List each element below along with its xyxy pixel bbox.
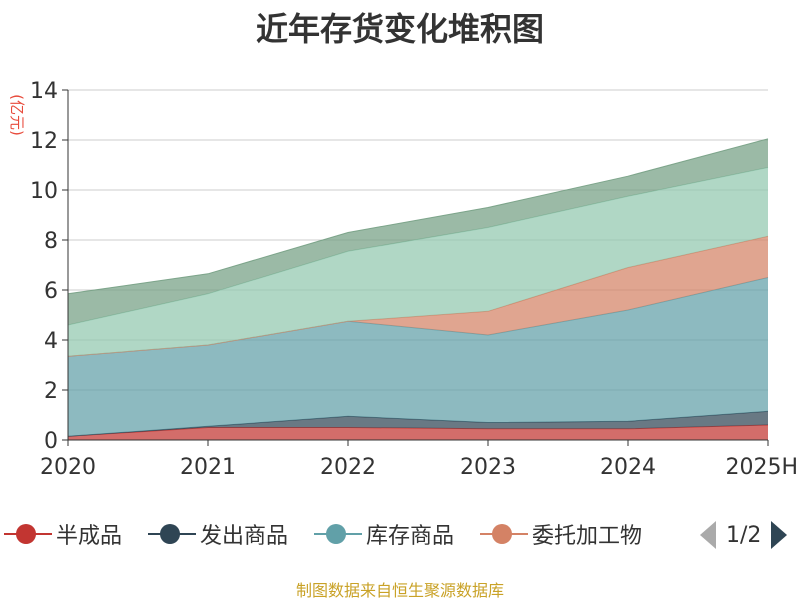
series-line-6 — [67, 138, 769, 295]
y-tick-label: 4 — [44, 329, 58, 354]
series-area-2 — [68, 411, 768, 437]
legend: 半成品 发出商品 库存商品 委托加工物 — [0, 512, 664, 556]
x-tick-label: 2023 — [460, 455, 516, 480]
legend-next-page-icon[interactable] — [771, 521, 788, 549]
y-tick-label: 12 — [30, 129, 58, 154]
legend-item[interactable]: 半成品 — [0, 518, 122, 550]
area-layer — [67, 138, 769, 440]
x-tick-label: 2022 — [320, 455, 376, 480]
y-axis-unit-label: (亿元) — [8, 94, 26, 136]
legend-marker-icon — [0, 522, 56, 546]
y-tick-label: 8 — [44, 229, 58, 254]
legend-marker-icon — [476, 522, 532, 546]
legend-item[interactable]: 库存商品 — [310, 518, 454, 550]
legend-marker-icon — [144, 522, 200, 546]
x-tick-label: 2025H — [725, 455, 798, 480]
legend-page-indicator: 1/2 — [726, 522, 762, 548]
series-area-3 — [68, 277, 768, 437]
legend-label: 发出商品 — [200, 524, 289, 549]
data-source-note: 制图数据来自恒生聚源数据库 — [295, 581, 504, 600]
legend-marker-icon — [310, 522, 366, 546]
axis-layer: 0 2 4 6 8 10 12 14 2020 2021 2022 2023 2024 2025H — [30, 79, 798, 480]
y-tick-label: 6 — [44, 279, 58, 304]
x-tick-label: 2020 — [40, 455, 96, 480]
series-area-6 — [68, 138, 768, 325]
y-tick-label: 10 — [30, 179, 58, 204]
legend-label: 半成品 — [56, 524, 123, 549]
x-tick-label: 2021 — [180, 455, 236, 480]
legend-label: 库存商品 — [366, 524, 455, 549]
y-tick-label: 14 — [30, 79, 58, 104]
chart-title: 近年存货变化堆积图 — [255, 10, 544, 48]
legend-item[interactable]: 发出商品 — [144, 518, 288, 550]
series-area-4 — [68, 236, 768, 357]
series-area-1 — [68, 425, 768, 440]
legend-label: 委托加工物 — [532, 524, 643, 549]
y-tick-label: 2 — [44, 379, 58, 404]
legend-item[interactable]: 委托加工物 — [476, 518, 642, 550]
legend-pager: 1/2 — [700, 516, 788, 554]
x-tick-label: 2024 — [600, 455, 656, 480]
series-area-5 — [68, 167, 768, 357]
y-tick-label: 0 — [44, 429, 58, 454]
legend-prev-page-icon[interactable] — [700, 521, 716, 549]
